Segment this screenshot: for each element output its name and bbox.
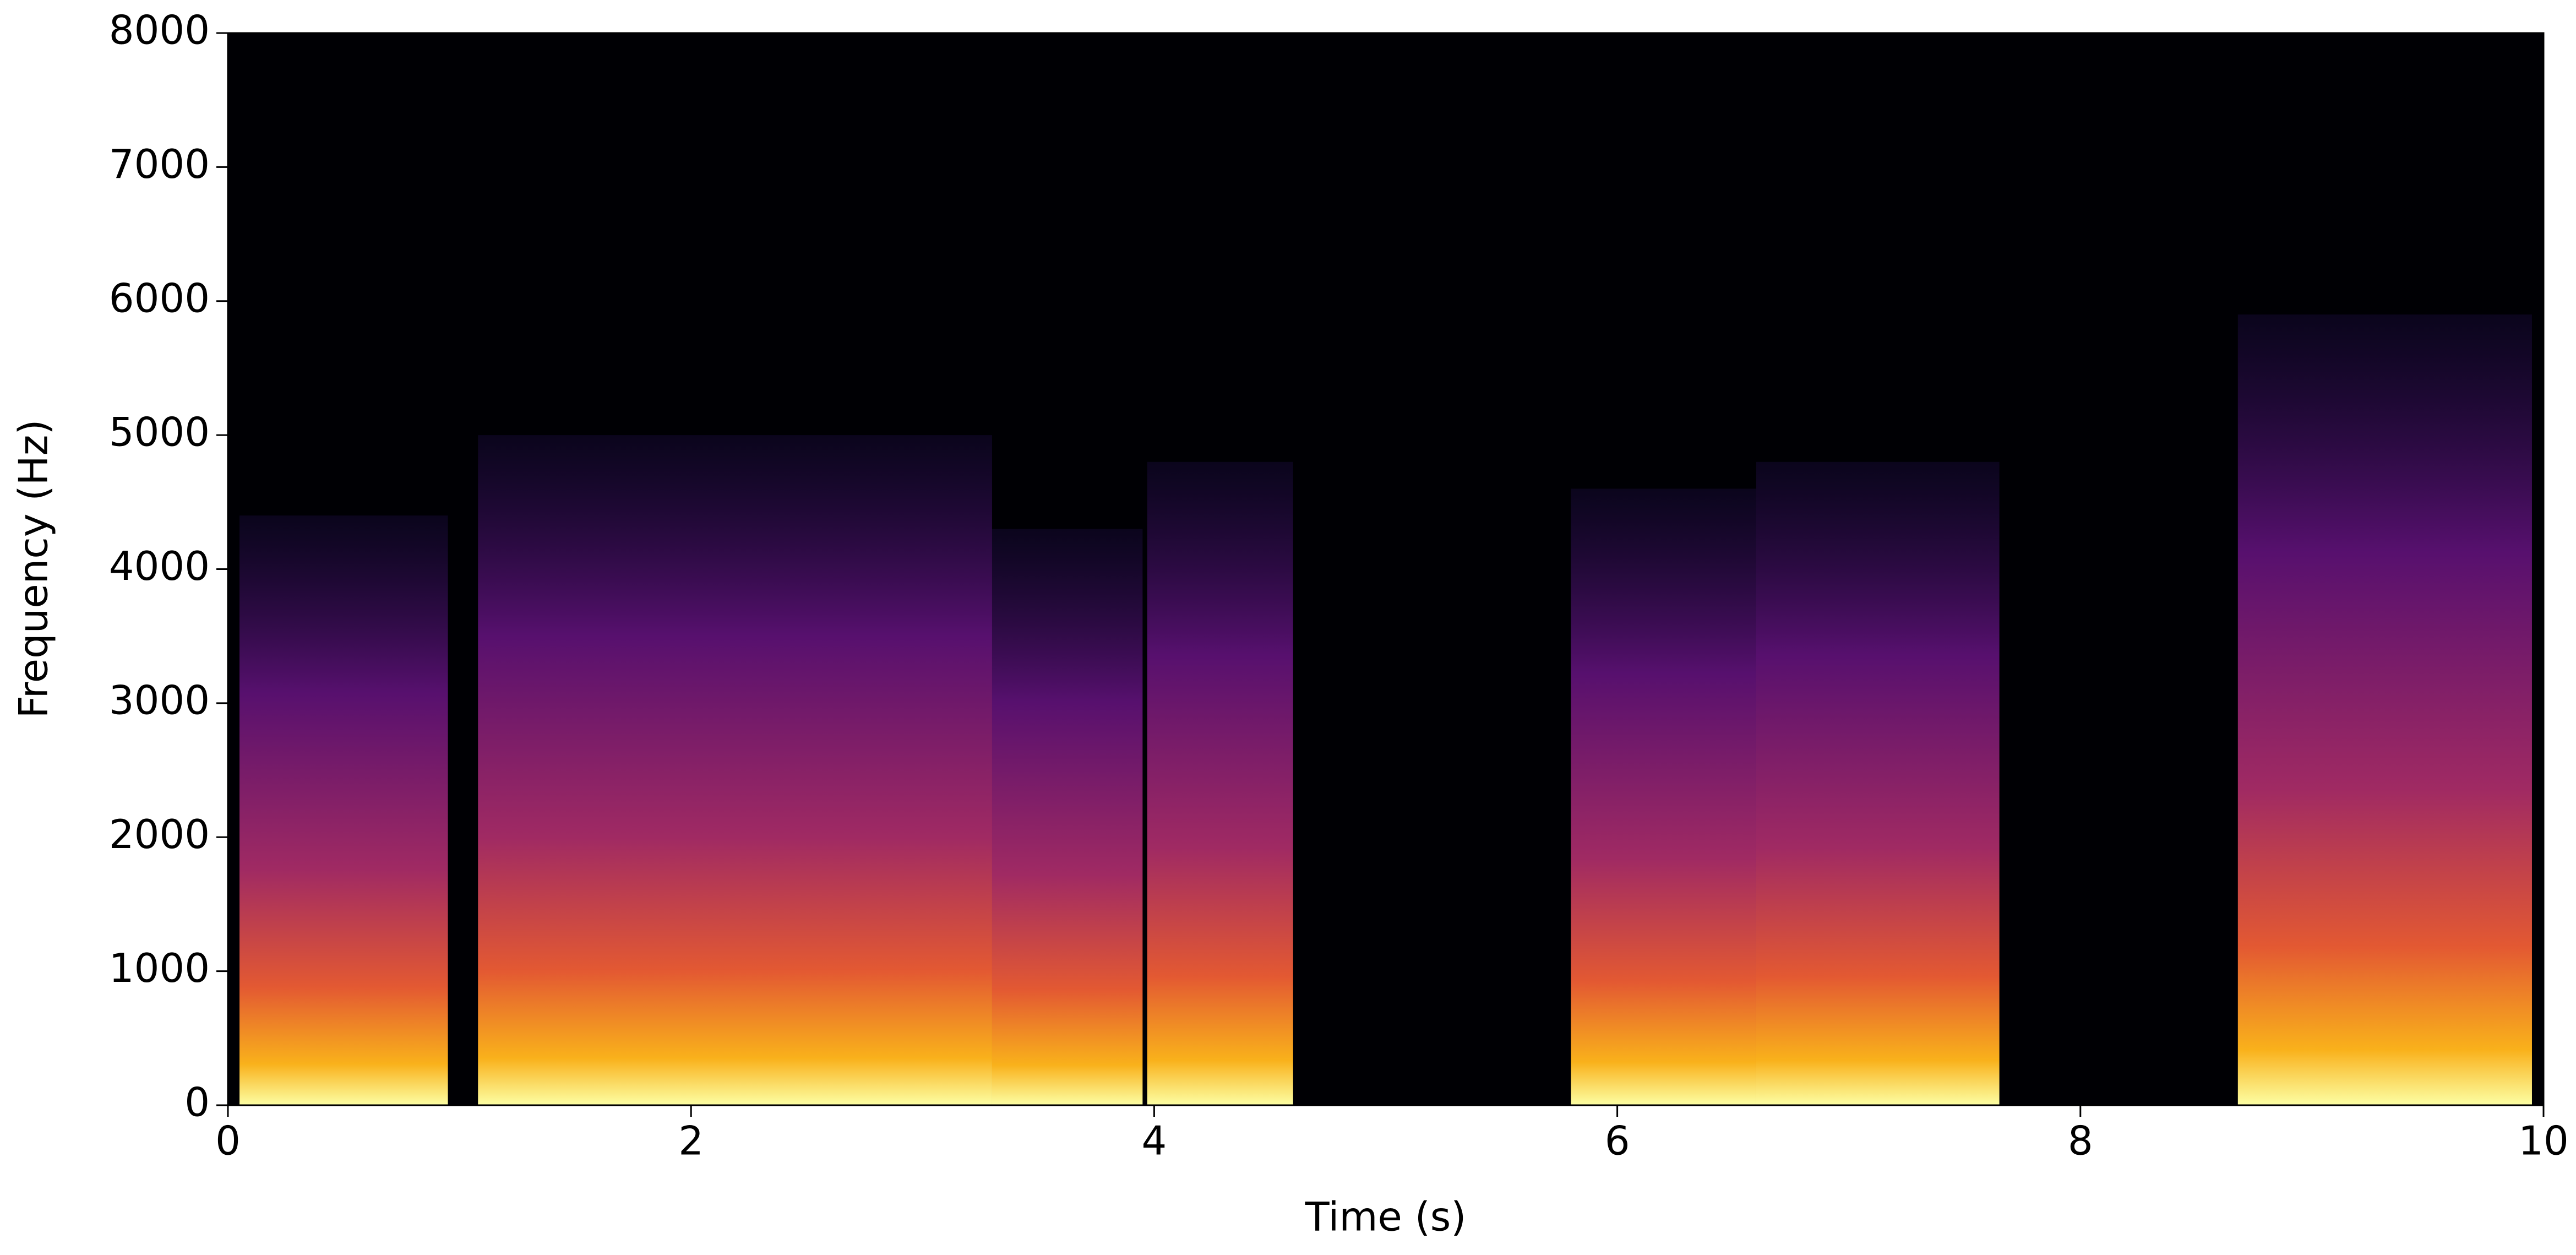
energy-region [2237, 314, 2532, 1105]
y-tick-label: 8000 [109, 7, 210, 53]
x-tick-label: 10 [2518, 1118, 2569, 1164]
energy-region [992, 529, 1143, 1105]
y-tick-label: 3000 [109, 677, 210, 723]
x-tick-label: 2 [678, 1118, 704, 1164]
x-tick-label: 0 [215, 1118, 241, 1164]
y-axis-label: Frequency (Hz) [10, 420, 57, 719]
y-tick-label: 5000 [109, 409, 210, 455]
x-tick-label: 6 [1605, 1118, 1630, 1164]
energy-region [478, 435, 992, 1105]
y-tick-label: 4000 [109, 543, 210, 589]
x-axis-label: Time (s) [1305, 1194, 1467, 1240]
energy-region [1756, 461, 2000, 1105]
x-tick-label: 8 [2068, 1118, 2093, 1164]
y-tick-label: 2000 [109, 811, 210, 857]
energy-region [239, 515, 448, 1105]
y-tick-label: 6000 [109, 275, 210, 321]
y-tick-label: 7000 [109, 141, 210, 187]
x-tick-label: 4 [1141, 1118, 1167, 1164]
y-tick-label: 1000 [109, 945, 210, 991]
energy-region [1571, 488, 1756, 1105]
energy-region [1147, 461, 1293, 1105]
y-tick-label: 0 [184, 1079, 210, 1126]
